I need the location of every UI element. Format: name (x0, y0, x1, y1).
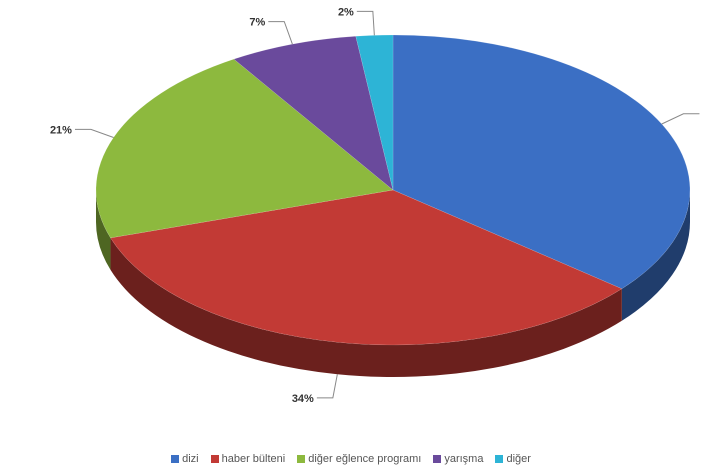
data-label-haber-bulteni: 34% (292, 393, 314, 405)
pie-side-dizi (621, 190, 690, 321)
legend-item-yarisma: yarışma (433, 453, 483, 465)
leader-line-diger (356, 10, 375, 36)
leader-line-diger-eglence-programi (74, 128, 114, 138)
legend-item-diger: diğer (495, 453, 531, 465)
legend-swatch-dizi (171, 455, 180, 463)
legend-swatch-diger-eglence-programi (297, 455, 306, 463)
chart-legend: dizi haber bülteni diğer eğlence program… (0, 453, 702, 465)
legend-label-dizi: dizi (182, 453, 199, 465)
legend-label-diger: diğer (506, 453, 531, 465)
legend-item-dizi: dizi (171, 453, 199, 465)
legend-swatch-haber-bulteni (210, 455, 219, 463)
pie-slice-dizi (392, 34, 691, 290)
leader-line-yarisma (268, 21, 293, 45)
legend-label-diger-eglence-programi: diğer eğlence programı (308, 453, 422, 465)
legend-label-yarisma: yarışma (444, 453, 484, 465)
pie-side-haber-bulteni (110, 237, 622, 377)
legend-item-diger-eglence-programi: diğer eğlence programı (297, 453, 421, 465)
data-label-diger: 2% (338, 6, 354, 18)
data-label-yarisma: 7% (249, 17, 265, 29)
legend-swatch-diger (495, 455, 504, 463)
legend-item-haber-bulteni: haber bülteni (210, 453, 286, 465)
pie-sides (96, 190, 690, 377)
leader-line-haber-bulteni (316, 374, 338, 399)
pie-labels: 36%34%21%7%2% (50, 6, 700, 405)
legend-label-haber-bulteni: haber bülteni (221, 453, 286, 465)
legend-swatch-yarisma (433, 455, 442, 463)
data-label-diger-eglence-programi: 21% (50, 124, 72, 136)
pie-tops (95, 34, 691, 346)
pie-side-diger-eglence-programi (96, 190, 111, 270)
pie-slice-haber-bulteni (110, 189, 623, 346)
leader-line-dizi (661, 113, 700, 125)
